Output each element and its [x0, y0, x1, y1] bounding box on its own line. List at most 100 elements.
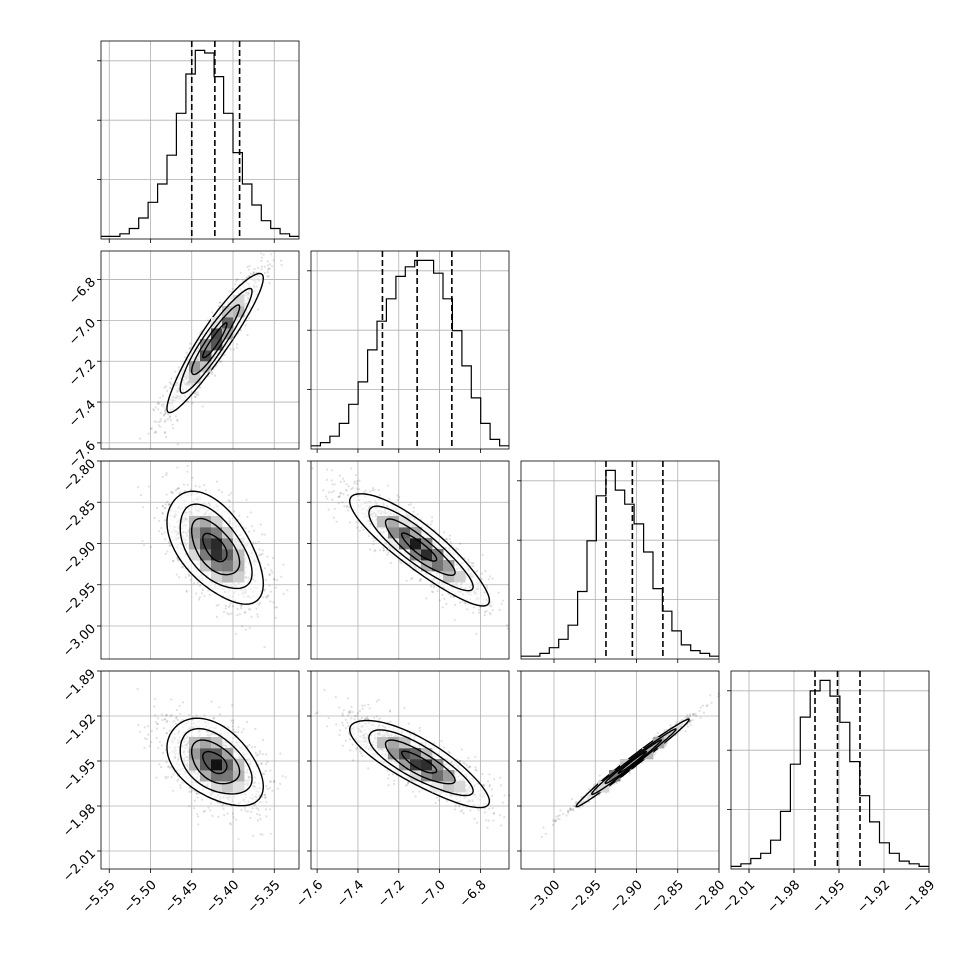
- scatter-point: [266, 594, 269, 598]
- scatter-point: [266, 260, 269, 263]
- scatter-point: [372, 543, 375, 546]
- scatter-point: [261, 552, 264, 556]
- density-cell: [211, 549, 223, 561]
- scatter-point: [231, 287, 234, 290]
- scatter-point: [172, 560, 175, 563]
- scatter-point: [489, 575, 492, 578]
- scatter-point: [268, 787, 271, 790]
- scatter-point: [454, 603, 457, 607]
- panel-frame-1-1: [310, 250, 510, 450]
- scatter-point: [270, 569, 273, 572]
- scatter-point: [280, 264, 283, 267]
- scatter-point: [461, 600, 464, 603]
- scatter-point: [215, 480, 219, 483]
- scatter-point: [191, 402, 194, 405]
- scatter-point: [240, 604, 243, 607]
- scatter-point: [164, 412, 168, 415]
- scatter-point: [368, 490, 371, 493]
- scatter-point: [267, 563, 270, 566]
- contours-2-0: [179, 503, 253, 590]
- scatter-point: [275, 606, 279, 609]
- scatter-point: [194, 392, 197, 395]
- scatter-point: [272, 557, 275, 560]
- scatter-point: [260, 256, 263, 259]
- scatter-point: [153, 705, 156, 708]
- panel-frame-1-0: [100, 250, 300, 450]
- scatter-point: [411, 577, 414, 580]
- scatter-point: [267, 267, 270, 270]
- scatter-point: [232, 348, 235, 351]
- scatter-point: [254, 751, 257, 755]
- histogram-step-2: [521, 469, 719, 657]
- scatter-point: [226, 612, 229, 615]
- scatter-point: [269, 600, 272, 603]
- scatter-point: [166, 418, 169, 421]
- scatter-point: [161, 504, 165, 507]
- scatter-point: [163, 386, 166, 389]
- scatter-point: [491, 577, 494, 580]
- scatter-point: [176, 558, 179, 561]
- scatter-point: [311, 467, 314, 470]
- density-cell: [233, 538, 245, 550]
- scatter-point: [412, 510, 415, 513]
- scatter-point: [241, 624, 244, 628]
- scatter-point: [163, 519, 166, 522]
- scatter-point: [254, 542, 257, 545]
- scatter-point: [264, 579, 267, 582]
- scatter-point: [234, 632, 237, 636]
- scatter-point: [252, 271, 255, 274]
- scatter-point: [228, 290, 231, 293]
- scatter-point: [266, 596, 269, 599]
- scatter-point: [217, 603, 220, 607]
- scatter-point: [483, 613, 486, 617]
- scatter-point: [378, 494, 381, 497]
- scatter-point: [258, 548, 261, 551]
- scatter-point: [267, 275, 270, 278]
- scatter-point: [154, 430, 157, 433]
- scatter-point: [141, 539, 144, 543]
- scatter-point: [260, 259, 263, 263]
- scatter-point: [194, 395, 197, 399]
- scatter-point: [158, 519, 161, 522]
- scatter-point: [158, 530, 161, 533]
- scatter-point: [153, 516, 156, 520]
- scatter-point: [166, 775, 170, 779]
- scatter-point: [231, 605, 234, 608]
- scatter-point: [362, 528, 365, 531]
- scatter-point: [218, 713, 222, 716]
- scatter-point: [227, 606, 230, 609]
- scatter-point: [282, 592, 285, 596]
- scatter-point: [178, 576, 181, 579]
- scatter-point: [497, 591, 500, 594]
- scatter-point: [472, 562, 475, 565]
- scatter-point: [364, 489, 367, 492]
- scatter-point: [419, 578, 422, 581]
- scatter-point: [396, 498, 399, 502]
- scatter-point: [269, 263, 272, 266]
- scatter-point: [269, 832, 272, 835]
- scatter-point: [169, 419, 172, 422]
- scatter-point: [149, 427, 152, 430]
- scatter-point: [268, 573, 271, 576]
- scatter-point: [187, 573, 191, 576]
- scatter-point: [324, 495, 328, 498]
- scatter-point: [167, 541, 171, 544]
- scatter-point: [259, 817, 262, 821]
- scatter-point: [178, 491, 181, 494]
- scatter-point: [186, 470, 189, 473]
- scatter-point: [267, 264, 270, 267]
- scatter-point: [339, 480, 342, 483]
- scatter-point: [335, 520, 338, 523]
- scatter-point: [398, 560, 401, 563]
- scatter-point: [208, 593, 211, 597]
- scatter-point: [255, 607, 258, 610]
- panel-frame-0-0: [100, 40, 300, 240]
- scatter-point: [196, 581, 199, 584]
- density-cell: [211, 560, 223, 572]
- scatter-point: [331, 483, 334, 486]
- scatter-point: [240, 604, 243, 608]
- scatter-point: [213, 374, 217, 377]
- scatter-point: [266, 271, 269, 274]
- scatter-point: [280, 575, 283, 578]
- scatter-point: [165, 472, 168, 475]
